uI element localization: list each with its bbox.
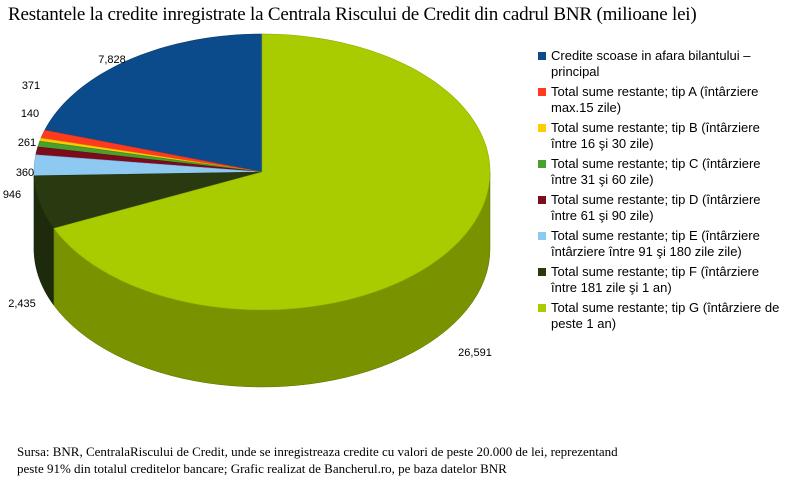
data-label-2: 140 [21, 108, 39, 120]
legend-item: Credite scoase in afara bilantului – pri… [538, 48, 788, 80]
pie-slice-6 [33, 171, 263, 229]
data-label-7: 26,591 [458, 347, 492, 359]
data-label-0: 7,828 [98, 54, 126, 66]
pie-slice-7 [53, 33, 491, 311]
legend-label: Credite scoase in afara bilantului – pri… [551, 48, 751, 79]
chart-legend: Credite scoase in afara bilantului – pri… [538, 48, 788, 336]
legend-item: Total sume restante; tip B (întârziere î… [538, 120, 788, 152]
data-label-3: 261 [18, 137, 36, 149]
legend-label: Total sume restante; tip F (întârziere î… [551, 264, 760, 295]
legend-swatch [538, 196, 546, 204]
data-label-6: 2,435 [8, 298, 36, 310]
source-line-2: peste 91% din totalul creditelor bancare… [17, 461, 507, 476]
source-line-1: Sursa: BNR, CentralaRiscului de Credit, … [17, 444, 618, 459]
legend-swatch [538, 160, 546, 168]
legend-swatch [538, 268, 546, 276]
legend-label: Total sume restante; tip A (întârziere m… [551, 84, 759, 115]
legend-item: Total sume restante; tip D (întârziere î… [538, 192, 788, 224]
legend-item: Total sume restante; tip F (întârziere î… [538, 264, 788, 296]
legend-swatch [538, 232, 546, 240]
legend-item: Total sume restante; tip A (întârziere m… [538, 84, 788, 116]
legend-label: Total sume restante; tip C (întârziere î… [551, 156, 761, 187]
legend-swatch [538, 88, 546, 96]
legend-label: Total sume restante; tip E (întârziere î… [551, 228, 760, 259]
legend-item: Total sume restante; tip E (întârziere î… [538, 228, 788, 260]
legend-swatch [538, 52, 546, 60]
legend-label: Total sume restante; tip B (întârziere î… [551, 120, 760, 151]
data-label-5: 946 [3, 189, 21, 201]
chart-title: Restantele la credite inregistrate la Ce… [8, 4, 697, 25]
legend-item: Total sume restante; tip C (întârziere î… [538, 156, 788, 188]
legend-label: Total sume restante; tip D (întârziere î… [551, 192, 761, 223]
legend-swatch [538, 304, 546, 312]
pie-slice-5 [33, 154, 263, 177]
data-label-4: 360 [16, 167, 34, 179]
legend-item: Total sume restante; tip G (întârziere d… [538, 300, 788, 332]
data-label-1: 371 [22, 80, 40, 92]
source-note: Sursa: BNR, CentralaRiscului de Credit, … [17, 443, 787, 477]
legend-label: Total sume restante; tip G (întârziere d… [551, 300, 780, 331]
legend-swatch [538, 124, 546, 132]
pie-slice-0 [44, 33, 263, 173]
